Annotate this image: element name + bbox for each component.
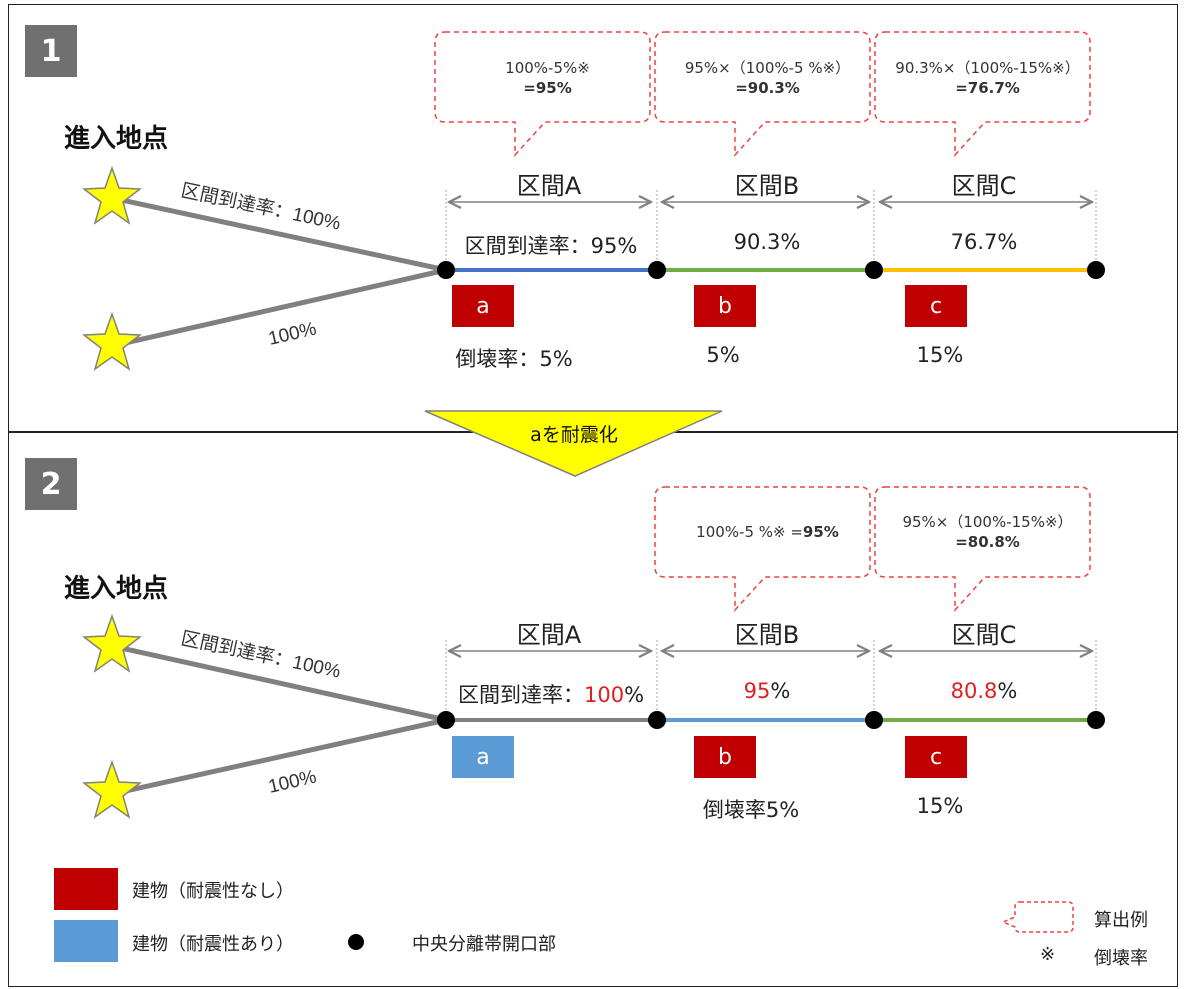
section-label-b2: 区間B (734, 621, 800, 649)
legend-bubble-icon (1001, 901, 1074, 933)
route-label-upper-2: 区間到達率：100% (179, 627, 343, 682)
building-b2: b (694, 736, 756, 778)
collapse-rate-b1: 5% (706, 343, 740, 367)
building-a1: a (452, 285, 514, 327)
entry-point-label-2: 進入地点 (64, 574, 169, 604)
reach-rate-a2: 区間到達率：100% (457, 683, 645, 707)
building-c1: c (905, 285, 967, 327)
callout-bubble-b1 (654, 31, 871, 157)
building-a2: a (452, 736, 514, 778)
section-label-a1: 区間A (516, 172, 582, 200)
reach-rate-b1: 90.3% (733, 230, 801, 254)
reach-rate-a1: 区間到達率：95% (464, 234, 638, 258)
step-badge-2: 2 (25, 458, 77, 510)
route-label-lower-2: 100% (266, 766, 318, 797)
reach-rate-c2: 80.8% (950, 679, 1018, 703)
legend-example-label: 算出例 (1094, 910, 1148, 931)
callout-text-c1: 90.3%×（100%-15%※） =76.7% (895, 59, 1080, 97)
section-label-b1: 区間B (734, 172, 800, 200)
section-label-c2: 区間C (951, 621, 1017, 649)
star-icon (81, 311, 143, 371)
reach-rate-c1: 76.7% (950, 230, 1018, 254)
route-label-upper-1: 区間到達率：100% (179, 179, 343, 234)
legend-collapse-label: 倒壊率 (1094, 948, 1148, 969)
median-opening-node (437, 711, 455, 729)
callout-text-c2: 95%×（100%-15%※） =80.8% (902, 513, 1073, 551)
legend-unseismic-swatch (54, 868, 118, 910)
legend-node-icon (348, 934, 364, 950)
star-icon (81, 165, 143, 225)
section-label-a2: 区間A (516, 621, 582, 649)
callout-bubble-b2 (654, 486, 871, 612)
star-icon (81, 613, 143, 673)
collapse-rate-a1: 倒壊率：5% (455, 347, 573, 371)
route-upper-1 (111, 195, 447, 273)
legend-seismic-label: 建物（耐震性あり） (132, 934, 294, 955)
legend-seismic-swatch (54, 920, 118, 962)
collapse-rate-b2: 倒壊率5% (702, 798, 800, 822)
callout-text-b2: 100%-5 %※ =95% (696, 523, 839, 541)
median-opening-node (1087, 711, 1105, 729)
route-upper-2 (111, 643, 447, 723)
median-opening-node (648, 261, 666, 279)
section-label-c1: 区間C (951, 172, 1017, 200)
legend-node-label: 中央分離帯開口部 (412, 934, 556, 955)
reach-rate-b2: 95% (743, 679, 791, 703)
route-label-lower-1: 100% (266, 318, 318, 349)
transition-label: aを耐震化 (530, 424, 618, 446)
collapse-rate-c1: 15% (916, 343, 964, 367)
collapse-rate-c2: 15% (916, 794, 964, 818)
route-lower-1 (111, 267, 447, 349)
median-opening-node (648, 711, 666, 729)
entry-point-label-1: 進入地点 (64, 124, 169, 154)
callout-bubble-c2 (874, 486, 1091, 612)
callout-bubble-c1 (874, 31, 1091, 157)
median-opening-node (437, 261, 455, 279)
callout-bubble-a1 (434, 31, 651, 157)
transition-arrow (424, 410, 723, 477)
step-badge-1: 1 (25, 25, 77, 77)
callout-text-b1: 95%×（100%-5 %※） =90.3% (684, 59, 851, 97)
callout-text-a1: 100%-5%※ =95% (505, 59, 590, 97)
star-icon (81, 759, 143, 819)
median-opening-node (1087, 261, 1105, 279)
legend-mark: ※ (1040, 944, 1056, 965)
route-lower-2 (111, 717, 447, 797)
building-b1: b (694, 285, 756, 327)
median-opening-node (865, 261, 883, 279)
building-c2: c (905, 736, 967, 778)
median-opening-node (865, 711, 883, 729)
legend-unseismic-label: 建物（耐震性なし） (132, 881, 294, 902)
